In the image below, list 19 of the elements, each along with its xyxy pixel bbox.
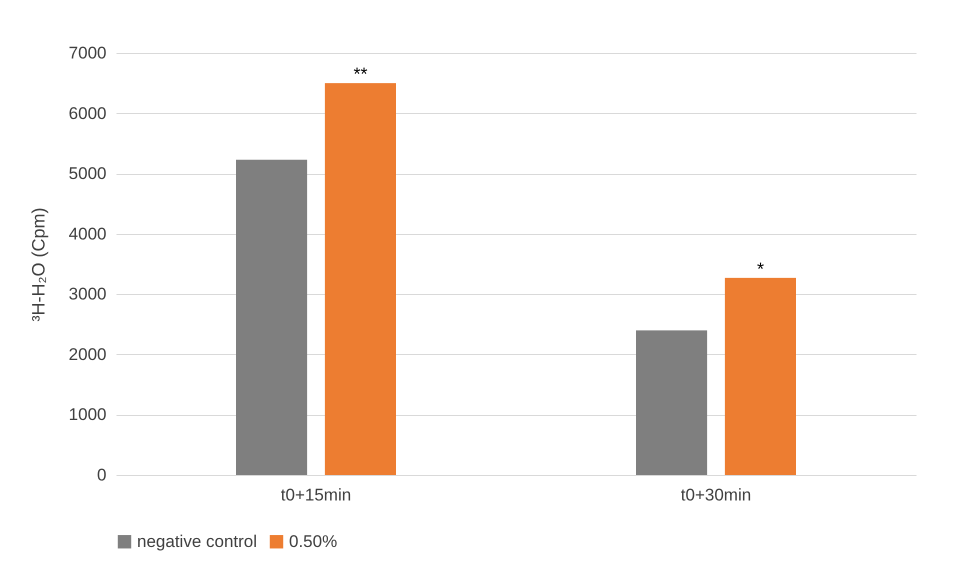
y-tick-label: 0 [97, 466, 106, 484]
legend-label: 0.50% [289, 532, 338, 551]
y-tick-label: 5000 [68, 164, 106, 184]
y-tick-label: 3000 [68, 284, 106, 304]
bar [236, 160, 308, 475]
y-tick-label: 1000 [68, 405, 106, 424]
x-tick-label: t0+15min [280, 486, 352, 504]
bar [636, 330, 708, 475]
y-axis-title: ³H-H₂O (Cpm) [28, 208, 49, 322]
data-label: ** [353, 64, 368, 84]
y-tick-label: 2000 [68, 344, 106, 364]
bar [724, 278, 796, 475]
y-tick-label: 7000 [68, 44, 106, 62]
data-label: * [756, 258, 764, 279]
y-tick-label: 4000 [68, 224, 106, 244]
legend-label: negative control [137, 532, 258, 551]
bar [324, 83, 396, 475]
x-tick-label: t0+30min [680, 486, 752, 504]
y-tick-label: 6000 [68, 104, 106, 123]
